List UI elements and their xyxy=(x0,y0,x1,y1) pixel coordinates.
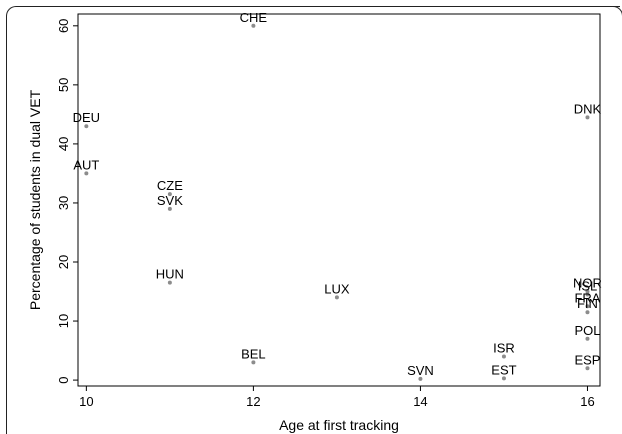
x-tick-label: 12 xyxy=(246,394,260,409)
x-tick-label: 14 xyxy=(413,394,427,409)
data-point-isr xyxy=(501,354,506,359)
y-axis: 0 10 20 30 40 50 60 xyxy=(56,19,78,384)
y-tick-label: 0 xyxy=(56,376,71,383)
data-point-nor xyxy=(585,289,590,294)
point-label-aut: AUT xyxy=(73,157,99,172)
y-tick-label: 40 xyxy=(56,137,71,151)
point-label-nor: NOR xyxy=(573,276,602,291)
point-label-bel: BEL xyxy=(241,346,266,361)
point-label-isr: ISR xyxy=(493,340,515,355)
point-label-pol: POL xyxy=(574,323,600,338)
y-tick-label: 60 xyxy=(56,19,71,33)
plot-area xyxy=(77,13,601,387)
data-point-bel xyxy=(251,360,256,365)
point-label-cze: CZE xyxy=(157,178,183,193)
data-point-fra xyxy=(585,304,590,309)
data-point-cze xyxy=(167,192,172,197)
point-label-est: EST xyxy=(491,362,516,377)
point-label-hun: HUN xyxy=(156,267,184,282)
y-axis-title: Percentage of students in dual VET xyxy=(27,89,43,310)
point-label-fin: FIN xyxy=(577,296,598,311)
point-label-che: CHE xyxy=(240,10,268,25)
point-label-svk: SVK xyxy=(157,193,183,208)
point-label-fra: FRA xyxy=(574,290,600,305)
point-label-svn: SVN xyxy=(407,363,434,378)
point-label-isl: ISL xyxy=(578,278,598,293)
x-tick-label: 10 xyxy=(79,394,93,409)
data-point-svk xyxy=(167,206,172,211)
chart-frame xyxy=(6,6,622,434)
data-point-esp xyxy=(585,366,590,371)
data-point-deu xyxy=(84,124,89,129)
x-tick-label: 16 xyxy=(580,394,594,409)
data-point-lux xyxy=(334,295,339,300)
y-tick-label: 30 xyxy=(56,196,71,210)
x-axis-title: Age at first tracking xyxy=(279,417,399,433)
data-point-pol xyxy=(585,336,590,341)
point-label-dnk: DNK xyxy=(574,101,602,116)
data-point-dnk xyxy=(585,115,590,120)
data-point-aut xyxy=(84,171,89,176)
data-point-svn xyxy=(418,376,423,381)
x-axis: 10 12 14 16 xyxy=(79,386,595,409)
y-tick-label: 20 xyxy=(56,255,71,269)
point-label-lux: LUX xyxy=(324,281,350,296)
data-point-che xyxy=(251,23,256,28)
data-point-isl xyxy=(585,292,590,297)
y-tick-label: 50 xyxy=(56,78,71,92)
point-label-deu: DEU xyxy=(73,110,100,125)
y-tick-label: 10 xyxy=(56,314,71,328)
data-point-hun xyxy=(167,280,172,285)
point-label-esp: ESP xyxy=(574,352,600,367)
data-point-fin xyxy=(585,310,590,315)
data-point-est xyxy=(501,376,506,381)
